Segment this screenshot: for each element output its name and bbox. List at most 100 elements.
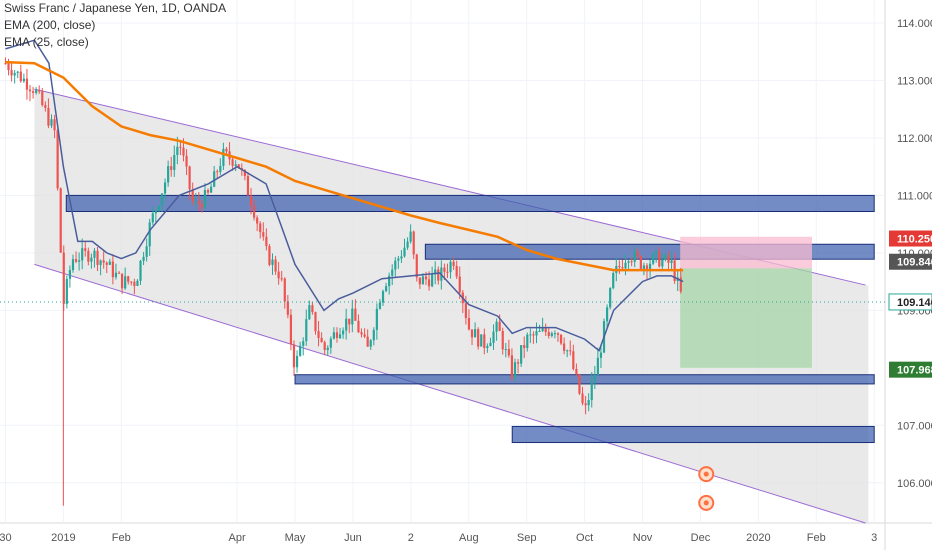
candle-body <box>464 303 467 318</box>
candle-body <box>332 332 335 339</box>
candle-body <box>424 276 428 280</box>
candle-body <box>213 171 216 187</box>
candle-body <box>237 164 240 169</box>
candle-body <box>265 236 268 247</box>
candle-body <box>277 271 280 279</box>
candle-body <box>90 257 93 262</box>
candle-body <box>53 119 56 131</box>
candle-body <box>50 119 53 126</box>
candle-body <box>194 201 197 203</box>
candle-body <box>249 195 253 206</box>
candle-body <box>7 63 10 71</box>
candle-body <box>44 105 47 108</box>
candle-body <box>283 278 286 302</box>
candle-body <box>489 342 492 347</box>
candle-body <box>486 346 489 348</box>
candle-body <box>520 345 523 364</box>
zone-rect <box>511 425 875 444</box>
candle-body <box>127 276 130 282</box>
candle-body <box>492 331 495 343</box>
candle-body <box>28 89 32 92</box>
price-tick-label: 106.000 <box>897 478 932 490</box>
candle-body <box>366 336 369 347</box>
moving-averages <box>0 39 885 352</box>
candle-body <box>139 260 142 281</box>
candle-body <box>526 334 529 349</box>
candle-body <box>639 256 642 270</box>
chart-legend: Swiss Franc / Japanese Yen, 1D, OANDA EM… <box>4 0 226 51</box>
candle-body <box>148 222 151 247</box>
candle-body <box>133 281 136 286</box>
candle-body <box>280 278 283 280</box>
symbol-title[interactable]: Swiss Franc / Japanese Yen, 1D, OANDA <box>4 1 227 15</box>
event-marker-top-dot <box>703 471 709 477</box>
candle-body <box>311 305 314 313</box>
candle-body <box>538 330 541 332</box>
candle-body <box>357 320 360 333</box>
candle-body <box>84 248 87 251</box>
candle-body <box>624 262 627 269</box>
candle-body <box>480 334 483 347</box>
time-tick-label: Feb <box>112 532 131 544</box>
time-tick-label: Jun <box>344 532 362 544</box>
candle-body <box>596 357 599 376</box>
price-tick-label: 112.000 <box>897 133 932 145</box>
candles <box>4 57 682 506</box>
candle-body <box>56 130 59 189</box>
event-markers[interactable] <box>698 466 715 511</box>
candle-body <box>348 318 351 325</box>
candle-body <box>182 147 185 156</box>
time-tick-label: Oct <box>576 532 593 544</box>
candle-body <box>621 267 624 269</box>
candle-body <box>378 302 382 309</box>
candle-body <box>605 307 609 322</box>
candle-body <box>59 188 62 253</box>
candle-body <box>191 189 194 202</box>
candle-body <box>256 217 259 224</box>
candle-body <box>163 182 167 194</box>
time-tick-label: 2020 <box>746 532 770 544</box>
price-label-badge <box>888 293 932 311</box>
candle-body <box>219 165 222 172</box>
candle-body <box>197 201 200 204</box>
candle-body <box>13 72 16 76</box>
candle-body <box>354 308 357 321</box>
candle-body <box>268 246 271 265</box>
candle-body <box>516 362 520 364</box>
candle-body <box>225 148 228 152</box>
candle-body <box>351 308 354 325</box>
candle-body <box>409 231 412 242</box>
price-label-text: 107.968 <box>897 365 932 377</box>
time-tick-label: Dec <box>691 532 711 544</box>
price-tick-label: 114.000 <box>897 18 932 30</box>
candle-body <box>412 231 415 255</box>
ema-200-legend[interactable]: EMA (200, close) <box>4 18 96 32</box>
candle-body <box>117 272 121 274</box>
candle-body <box>65 278 68 304</box>
price-axis[interactable]: 114.000113.000112.000111.000110.000109.0… <box>888 18 932 490</box>
time-axis[interactable]: 30 2019 Feb Apr May Jun 2 Aug Sep Oct Nov Dec 2020 Fe… <box>0 532 877 544</box>
candle-body <box>507 348 510 356</box>
candle-body <box>473 329 477 338</box>
short-position-tool[interactable] <box>680 236 812 368</box>
price-label-badge <box>889 230 932 247</box>
candle-body <box>338 334 342 339</box>
candle-body <box>10 70 13 76</box>
candle-body <box>553 333 557 335</box>
candle-body <box>384 286 388 292</box>
candle-body <box>145 246 148 257</box>
candle-body <box>130 281 133 283</box>
ema-25-legend[interactable]: EMA (25, close) <box>4 35 89 49</box>
candle-body <box>124 276 127 289</box>
candle-body <box>501 330 504 350</box>
candle-body <box>151 213 154 223</box>
candle-body <box>87 250 90 262</box>
candle-body <box>47 107 50 126</box>
candle-body <box>299 345 302 356</box>
candle-body <box>415 254 418 278</box>
candle-body <box>93 250 96 258</box>
candle-body <box>418 277 421 285</box>
candle-body <box>308 305 311 320</box>
